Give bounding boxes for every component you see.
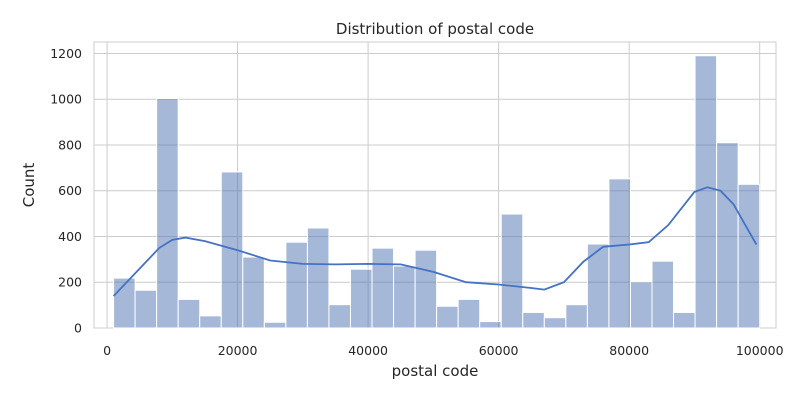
- histogram-bar: [177, 298, 201, 329]
- y-tick-label: 800: [58, 137, 82, 152]
- histogram-bar: [349, 268, 373, 329]
- histogram-bar: [220, 171, 244, 329]
- x-axis-label: postal code: [392, 362, 479, 380]
- histogram-bar: [565, 304, 588, 329]
- x-tick-label: 80000: [609, 343, 649, 358]
- histogram-bar: [673, 311, 696, 329]
- histogram-bar: [543, 317, 567, 329]
- kde-curve: [112, 186, 758, 297]
- histogram-bar: [328, 304, 351, 329]
- histogram-bar: [199, 315, 222, 329]
- histogram-bar: [242, 256, 265, 329]
- histogram-bar: [479, 321, 502, 329]
- histogram-bar: [608, 178, 631, 329]
- histogram-bar: [414, 249, 438, 329]
- y-axis-label: Count: [20, 163, 38, 208]
- histogram-bar: [285, 241, 308, 329]
- y-tick-label: 600: [58, 183, 82, 198]
- y-tick-label: 400: [58, 229, 82, 244]
- histogram-bar: [629, 281, 653, 329]
- histogram-bar: [263, 321, 287, 329]
- x-tick-label: 0: [103, 343, 111, 358]
- histogram-bar: [716, 142, 739, 329]
- x-tick-label: 20000: [218, 343, 258, 358]
- histogram-bar: [737, 183, 761, 329]
- histogram-bar: [156, 98, 179, 329]
- histogram-bar: [500, 213, 524, 329]
- x-tick-label: 100000: [736, 343, 784, 358]
- histogram-bar: [522, 311, 545, 329]
- y-tick-labels: 0 200 400 600 800 1000 1200: [50, 46, 82, 336]
- y-tick-label: 1000: [50, 92, 82, 107]
- x-tick-label: 60000: [479, 343, 519, 358]
- y-tick-label: 1200: [50, 46, 82, 61]
- histogram-bar: [651, 260, 675, 329]
- histogram-bar: [134, 289, 158, 329]
- histogram-bar: [694, 55, 718, 329]
- histogram-bar: [306, 227, 330, 329]
- histogram-bar: [457, 298, 481, 329]
- x-tick-label: 40000: [348, 343, 388, 358]
- y-tick-label: 0: [74, 321, 82, 336]
- chart-title: Distribution of postal code: [336, 20, 534, 38]
- histogram-bar: [393, 265, 416, 329]
- y-tick-label: 200: [58, 275, 82, 290]
- histogram-bar: [436, 305, 459, 329]
- x-tick-labels: 0 20000 40000 60000 80000 100000: [103, 343, 784, 358]
- histogram-bar: [371, 247, 395, 329]
